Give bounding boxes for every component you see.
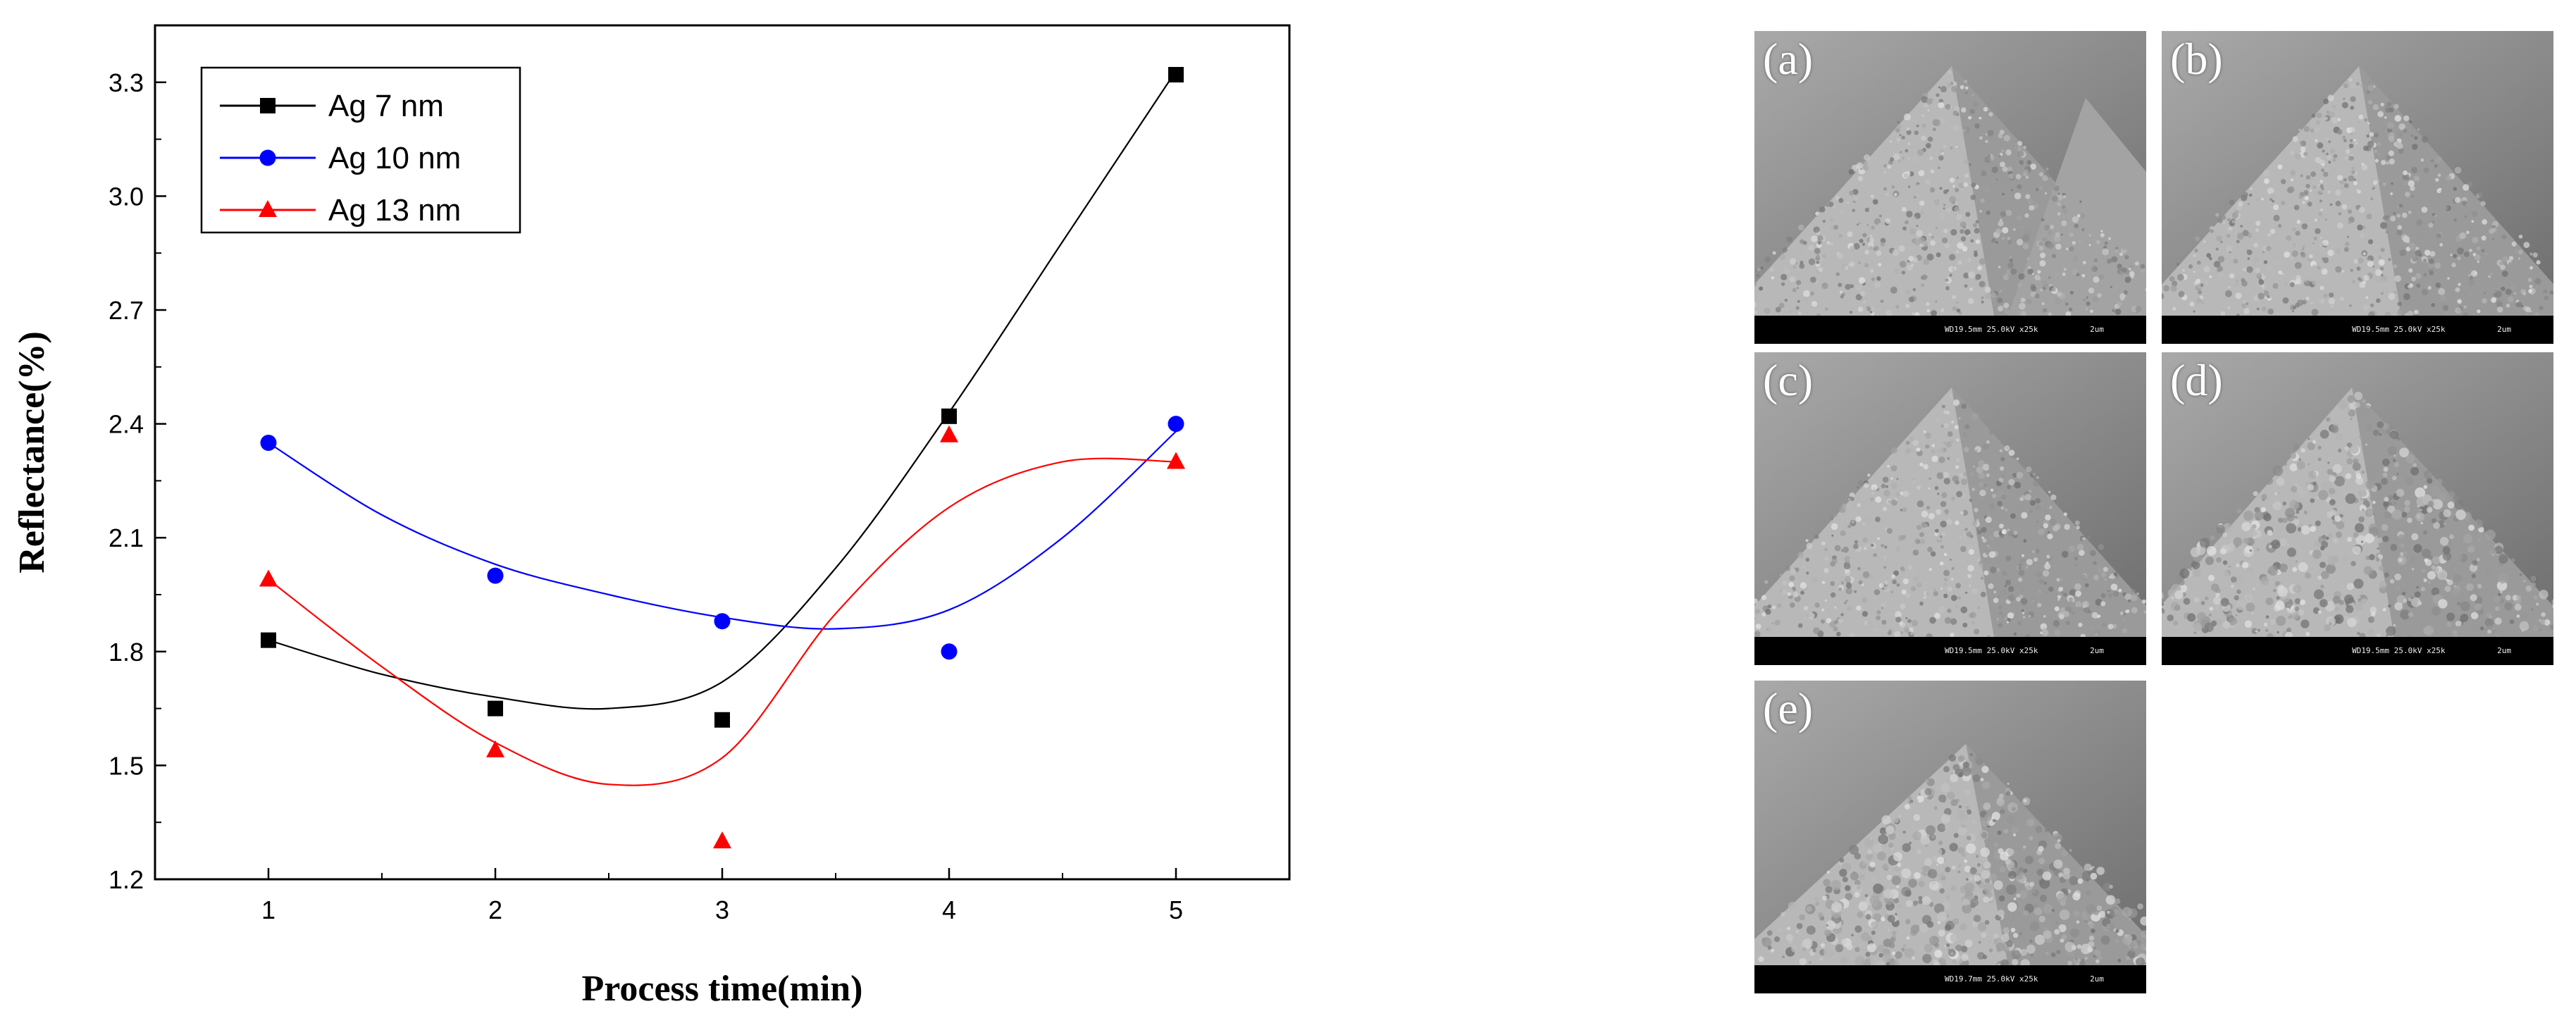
x-tick-label-4: 5 xyxy=(1169,895,1183,924)
legend-marker-2 xyxy=(259,200,277,217)
y-axis-ticks: 1.2 1.5 1.8 2.1 2.4 2.7 3.0 3.3 xyxy=(109,68,166,894)
sem-info-text: WD19.5mm 25.0kV x25k xyxy=(1945,325,2038,334)
x-axis-ticks: 1 2 3 4 5 xyxy=(261,868,1183,924)
sem-scale-text: 2um xyxy=(2090,325,2104,334)
y-tick-label-3: 2.1 xyxy=(109,523,144,552)
sem-panel-label: (d) xyxy=(2170,355,2223,405)
sem-info-text: WD19.7mm 25.0kV x25k xyxy=(1945,974,2038,984)
sem-info-bar: WD19.5mm 25.0kV x25k 2um xyxy=(1754,316,2146,344)
legend: Ag 7 nm Ag 10 nm Ag 13 nm xyxy=(200,66,521,234)
y-tick-label-4: 2.4 xyxy=(109,410,144,439)
sem-panel-1: (b) WD19.5mm 25.0kV x25k 2um xyxy=(2162,31,2553,344)
fit-curve-series-0 xyxy=(268,70,1177,710)
x-tick-label-0: 1 xyxy=(261,895,275,924)
data-point-series-1-2 xyxy=(714,613,731,630)
data-point-series-2-4 xyxy=(1167,452,1185,469)
y-tick-label-6: 3.0 xyxy=(109,182,144,211)
legend-label-0: Ag 7 nm xyxy=(328,89,444,123)
legend-marker-0 xyxy=(260,98,275,113)
sem-scale-text: 2um xyxy=(2497,646,2511,655)
sem-panel-label: (c) xyxy=(1763,355,1814,405)
y-tick-label-7: 3.3 xyxy=(109,68,144,97)
y-tick-label-2: 1.8 xyxy=(109,638,144,666)
data-point-series-0-2 xyxy=(714,712,730,728)
data-point-series-0-0 xyxy=(261,632,276,648)
y-tick-label-1: 1.5 xyxy=(109,751,144,780)
sem-panel-label: (e) xyxy=(1763,683,1814,733)
legend-label-1: Ag 10 nm xyxy=(328,141,461,175)
data-point-series-1-3 xyxy=(941,643,958,660)
sem-micrograph-texture xyxy=(1754,352,2146,637)
x-tick-label-3: 4 xyxy=(942,895,956,924)
x-axis-title: Process time(min) xyxy=(581,969,862,1009)
sem-micrograph-texture xyxy=(1754,681,2146,965)
data-point-series-0-1 xyxy=(488,700,503,717)
y-tick-label-5: 2.7 xyxy=(109,296,144,325)
sem-micrograph-texture xyxy=(2162,31,2553,316)
data-point-series-0-3 xyxy=(941,408,957,424)
sem-panel-label: (a) xyxy=(1763,34,1814,84)
legend-marker-1 xyxy=(259,149,276,166)
sem-info-text: WD19.5mm 25.0kV x25k xyxy=(1945,646,2038,655)
data-point-series-2-2 xyxy=(713,831,731,849)
sem-info-text: WD19.5mm 25.0kV x25k xyxy=(2352,325,2446,334)
sem-micrograph-texture xyxy=(2162,352,2553,637)
y-axis-title: Reflectance(%) xyxy=(12,331,52,574)
x-tick-label-1: 2 xyxy=(488,895,502,924)
sem-info-bar: WD19.5mm 25.0kV x25k 2um xyxy=(2162,637,2553,665)
sem-info-bar: WD19.7mm 25.0kV x25k 2um xyxy=(1754,965,2146,993)
fit-curve-series-2 xyxy=(268,457,1177,786)
sem-panel-3: (d) WD19.5mm 25.0kV x25k 2um xyxy=(2162,352,2553,665)
data-point-series-1-4 xyxy=(1168,416,1184,433)
sem-scale-text: 2um xyxy=(2090,974,2104,984)
sem-scale-text: 2um xyxy=(2497,325,2511,334)
data-point-series-1-1 xyxy=(487,567,504,584)
sem-info-bar: WD19.5mm 25.0kV x25k 2um xyxy=(2162,316,2553,344)
sem-panel-label: (b) xyxy=(2170,34,2223,84)
x-tick-label-2: 3 xyxy=(715,895,729,924)
sem-panel-2: (c) WD19.5mm 25.0kV x25k 2um xyxy=(1754,352,2146,665)
sem-micrograph-texture xyxy=(1754,31,2146,316)
sem-info-bar: WD19.5mm 25.0kV x25k 2um xyxy=(1754,637,2146,665)
data-point-series-2-1 xyxy=(486,740,504,757)
sem-scale-text: 2um xyxy=(2090,646,2104,655)
fit-curve-series-1 xyxy=(268,430,1177,630)
sem-info-text: WD19.5mm 25.0kV x25k xyxy=(2352,646,2446,655)
sem-panel-0: (a) WD19.5mm 25.0kV x25k 2um xyxy=(1754,31,2146,344)
data-point-series-0-4 xyxy=(1168,67,1184,83)
sem-panel-4: (e) WD19.7mm 25.0kV x25k 2um xyxy=(1754,681,2146,993)
data-point-series-1-0 xyxy=(260,435,277,452)
data-point-series-2-3 xyxy=(940,425,958,442)
y-tick-label-0: 1.2 xyxy=(109,865,144,894)
reflectance-chart: 1 2 3 4 5 1.2 1.5 1.8 2.1 2.4 2.7 3.0 3.3 Process t… xyxy=(12,24,1291,1009)
data-point-series-2-0 xyxy=(259,569,278,587)
legend-box xyxy=(200,66,521,234)
legend-label-2: Ag 13 nm xyxy=(328,193,461,228)
data-markers xyxy=(259,67,1185,849)
